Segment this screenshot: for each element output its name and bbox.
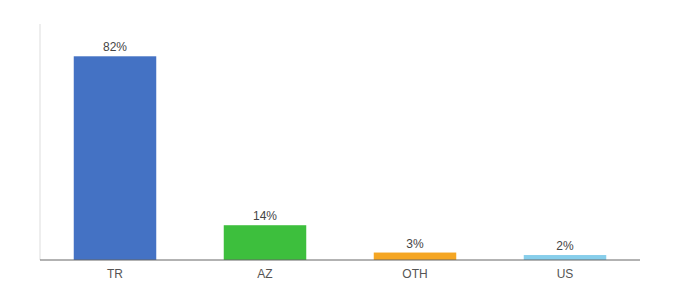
data-labels: 82% 14% 3% 2% (103, 40, 574, 253)
data-label: 14% (253, 209, 277, 223)
bars (74, 56, 607, 260)
x-tick-label: OTH (402, 267, 427, 281)
bar (374, 253, 457, 260)
x-tick-label: AZ (257, 267, 272, 281)
bar (74, 56, 157, 260)
chart-svg: TR AZ OTH US 82% 14% 3% 2% (0, 0, 680, 300)
data-label: 3% (406, 237, 424, 251)
x-axis-line (40, 260, 640, 261)
chart-container: TR AZ OTH US 82% 14% 3% 2% (0, 0, 680, 300)
y-axis-line (40, 24, 41, 260)
bar (524, 255, 607, 260)
x-tick-labels: TR AZ OTH US (107, 267, 573, 281)
data-label: 82% (103, 40, 127, 54)
x-tick-label: US (557, 267, 574, 281)
x-tick-label: TR (107, 267, 123, 281)
bar (224, 225, 307, 260)
data-label: 2% (556, 239, 574, 253)
